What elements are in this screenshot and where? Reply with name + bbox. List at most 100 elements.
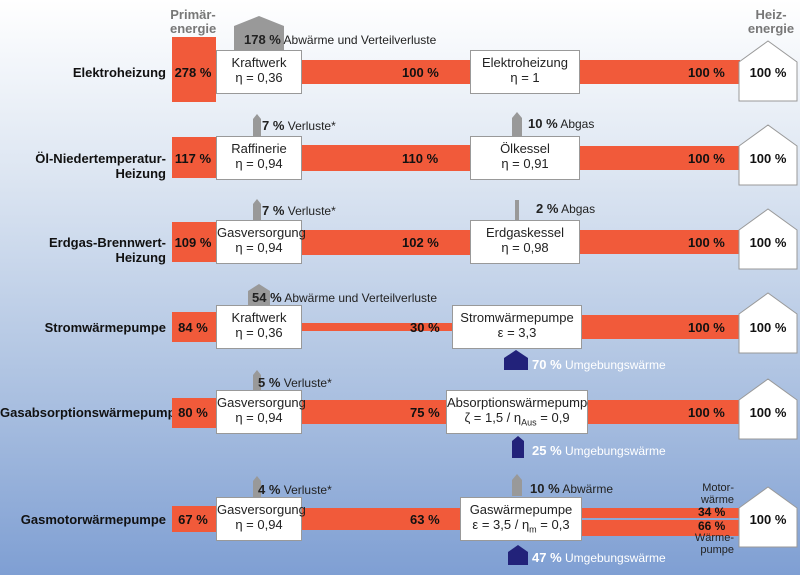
house-icon	[738, 378, 798, 440]
heatpump-percent: 66 %	[698, 519, 726, 533]
house-percent: 100 %	[749, 151, 787, 166]
mid-percent: 110 %	[402, 151, 439, 166]
loss-label: 4 % Verluste*	[258, 482, 332, 497]
ambient-text: Umgebungswärme	[564, 444, 666, 458]
house-percent: 100 %	[749, 65, 787, 80]
flow-bar-mid	[300, 60, 470, 84]
stage2-efficiency: ζ = 1,5 / ηAus = 0,9	[447, 410, 587, 431]
stage1-efficiency: η = 0,36	[235, 325, 283, 340]
heat-energy-header: Heiz- energie	[746, 8, 796, 36]
loss-value: 4 %	[258, 482, 281, 497]
primary-bar	[172, 398, 216, 428]
motor-heat-label-line2: wärme	[700, 494, 734, 506]
stage2-eff-b: = 0,9	[536, 410, 570, 425]
loss-label: 5 % Verluste*	[258, 375, 332, 390]
stage1-box: Kraftwerk η = 0,36	[216, 305, 302, 349]
stage2-name: Erdgaskessel	[485, 225, 565, 240]
ambient-text: Umgebungswärme	[564, 551, 666, 565]
primary-header-line1: Primär-	[170, 7, 216, 22]
stage1-name: Kraftwerk	[231, 55, 287, 70]
ambient-heat-arrow-icon	[512, 436, 524, 458]
ambient-label: 25 % Umgebungswärme	[532, 443, 666, 458]
exhaust-arrow-icon	[512, 474, 522, 496]
house-percent: 100 %	[749, 235, 787, 250]
loss-label: 178 % Abwärme und Verteilverluste	[244, 32, 436, 47]
house-icon	[738, 124, 798, 186]
ambient-value: 47 %	[532, 550, 562, 565]
house-percent: 100 %	[749, 320, 787, 335]
exhaust-label: 10 % Abgas	[528, 116, 594, 131]
row-label: Erdgas-Brennwert-Heizung	[48, 235, 166, 265]
stage2-box: Ölkessel η = 0,91	[470, 136, 580, 180]
stage1-box: Gasversorgung η = 0,94	[216, 390, 306, 434]
exhaust-value: 2 %	[536, 201, 559, 216]
row-label: Öl-Niedertemperatur-Heizung	[35, 151, 166, 181]
stage1-box: Gasversorgung η = 0,94	[216, 497, 306, 541]
ambient-value: 70 %	[532, 357, 562, 372]
mid-percent: 63 %	[410, 512, 440, 527]
exhaust-text: Abgas	[560, 117, 595, 131]
stage2-box: Erdgaskessel η = 0,98	[470, 220, 580, 264]
stage1-name: Raffinerie	[231, 141, 287, 156]
loss-value: 5 %	[258, 375, 281, 390]
stage1-efficiency: η = 0,94	[235, 240, 283, 255]
stage2-efficiency: η = 0,98	[501, 240, 549, 255]
loss-text: Verluste*	[287, 204, 336, 218]
flow-bar-end	[582, 315, 740, 339]
end-percent: 100 %	[688, 151, 725, 166]
loss-text: Verluste*	[283, 483, 332, 497]
stage1-efficiency: η = 0,36	[235, 70, 283, 85]
flow-bar-motor-heat	[582, 508, 740, 518]
stage2-eff-sub: Aus	[521, 417, 537, 428]
loss-value: 7 %	[262, 203, 285, 218]
heat-header-line2: energie	[747, 21, 795, 36]
row-label: Gasabsorptionswärmepumpe	[0, 405, 183, 420]
heat-header-line1: Heiz-	[755, 7, 787, 22]
loss-arrow-icon	[234, 16, 284, 50]
stage2-name: Absorptionswärmepumpe	[447, 395, 595, 410]
ambient-text: Umgebungswärme	[564, 358, 666, 372]
flow-bar-mid	[300, 145, 470, 171]
stage2-box: Elektroheizung η = 1	[470, 50, 580, 94]
flow-bar-end	[580, 60, 740, 84]
loss-text: Abwärme und Verteilverluste	[284, 291, 438, 305]
exhaust-text: Abwärme	[562, 482, 613, 496]
exhaust-label: 10 % Abwärme	[530, 481, 613, 496]
flow-bar-end	[580, 146, 740, 170]
mid-percent: 75 %	[410, 405, 440, 420]
end-percent: 100 %	[688, 65, 725, 80]
house-icon	[738, 208, 798, 270]
end-percent: 100 %	[688, 235, 725, 250]
ambient-heat-arrow-icon	[508, 545, 528, 565]
stage2-efficiency: ε = 3,5 / ηm = 0,3	[461, 517, 581, 538]
primary-header-line2: energie	[170, 21, 217, 36]
end-percent: 100 %	[688, 405, 725, 420]
primary-percent: 67 %	[178, 512, 208, 527]
heatpump-label-line2: pumpe	[700, 544, 734, 556]
ambient-label: 70 % Umgebungswärme	[532, 357, 666, 372]
stage1-name: Gasversorgung	[217, 502, 306, 517]
stage1-name: Kraftwerk	[231, 310, 287, 325]
stage1-efficiency: η = 0,94	[235, 517, 283, 532]
house-icon	[738, 40, 798, 102]
flow-bar-mid	[300, 508, 460, 530]
loss-text: Verluste*	[283, 376, 332, 390]
stage1-name: Gasversorgung	[217, 225, 306, 240]
ambient-value: 25 %	[532, 443, 562, 458]
row-label: Gasmotorwärmepumpe	[20, 512, 166, 527]
stage2-efficiency: η = 0,91	[501, 156, 549, 171]
exhaust-arrow-icon	[515, 200, 519, 220]
house-percent: 100 %	[749, 512, 787, 527]
stage2-eff-b: = 0,3	[536, 517, 570, 532]
primary-energy-header: Primär- energie	[170, 8, 216, 36]
stage1-box: Raffinerie η = 0,94	[216, 136, 302, 180]
loss-text: Abwärme und Verteilverluste	[283, 33, 437, 47]
stage2-name: Stromwärmepumpe	[460, 310, 574, 325]
primary-bar	[172, 222, 216, 262]
exhaust-value: 10 %	[528, 116, 558, 131]
loss-text: Verluste*	[287, 119, 336, 133]
mid-percent: 30 %	[410, 320, 440, 335]
exhaust-value: 10 %	[530, 481, 560, 496]
primary-percent: 278 %	[174, 65, 212, 80]
mid-percent: 102 %	[402, 235, 439, 250]
